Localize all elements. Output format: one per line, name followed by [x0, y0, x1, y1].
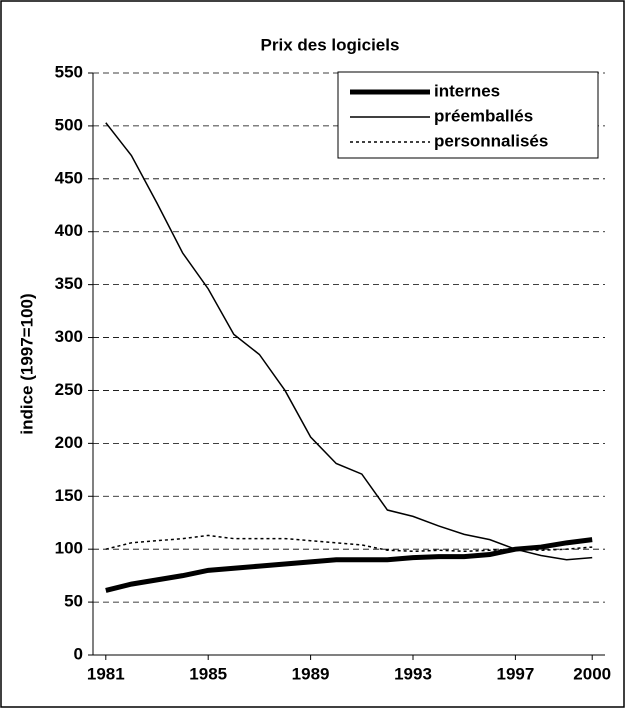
x-tick-label: 1997: [496, 664, 534, 683]
y-tick-label: 450: [55, 168, 83, 187]
y-tick-label: 550: [55, 62, 83, 81]
y-tick-label: 200: [55, 433, 83, 452]
y-tick-label: 0: [74, 644, 83, 663]
legend-label: personnalisés: [434, 131, 548, 150]
x-tick-label: 1981: [87, 664, 125, 683]
legend-label: préemballés: [434, 106, 533, 125]
y-tick-label: 250: [55, 380, 83, 399]
x-tick-label: 1993: [394, 664, 432, 683]
y-tick-label: 150: [55, 486, 83, 505]
y-tick-label: 500: [55, 115, 83, 134]
x-tick-label: 2000: [573, 664, 611, 683]
chart-title: Prix des logiciels: [261, 35, 400, 54]
legend-label: internes: [434, 81, 500, 100]
x-tick-label: 1985: [189, 664, 227, 683]
y-tick-label: 100: [55, 539, 83, 558]
series-line: [105, 122, 593, 561]
y-axis-label: indice (1997=100): [17, 293, 36, 434]
y-tick-label: 300: [55, 327, 83, 346]
y-tick-label: 350: [55, 274, 83, 293]
series-line: [105, 537, 593, 593]
y-tick-label: 400: [55, 221, 83, 240]
y-tick-label: 50: [64, 592, 83, 611]
legend-box: [337, 71, 599, 159]
x-tick-label: 1989: [292, 664, 330, 683]
